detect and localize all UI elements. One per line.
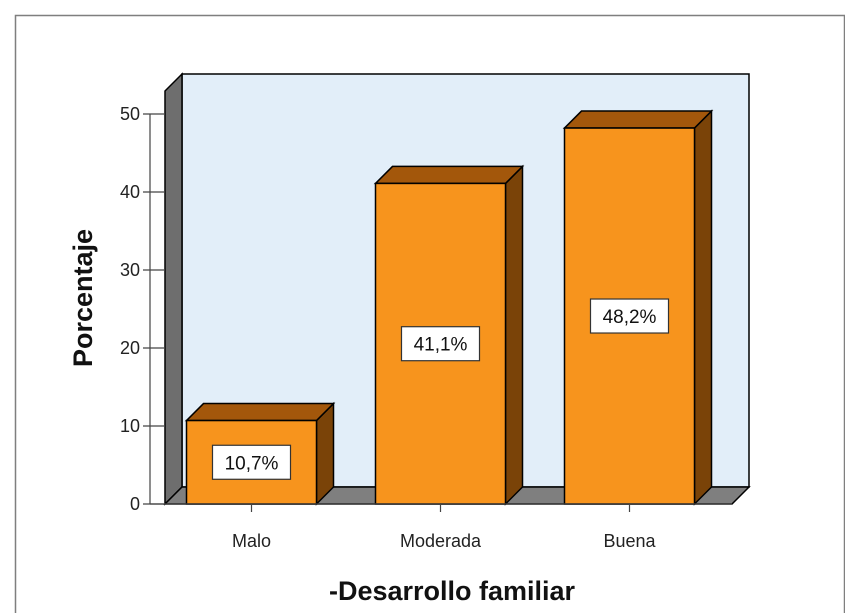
data-label: 10,7% (225, 453, 279, 474)
y-tick-label: 0 (130, 494, 140, 514)
data-label-box (589, 298, 670, 334)
x-tick-label: Malo (232, 531, 271, 551)
y-axis-title: Porcentaje (68, 229, 98, 367)
y-tick-label: 40 (120, 182, 140, 202)
y-tick-label: 20 (120, 338, 140, 358)
x-axis-title: -Desarrollo familiar (329, 576, 576, 606)
bar-moderada: 41,1% (373, 164, 525, 506)
data-label-box (211, 444, 292, 480)
data-label: 41,1% (414, 335, 468, 356)
bar-side (504, 164, 524, 506)
bar-top (562, 110, 714, 129)
plot-left-wall (164, 72, 183, 506)
data-label: 48,2% (603, 307, 657, 328)
bar-malo: 10,7% (184, 401, 336, 506)
y-tick-label: 30 (120, 260, 140, 280)
bar-top (373, 165, 525, 185)
bar-buena: 48,2% (562, 109, 714, 506)
bar-top (184, 402, 336, 422)
bar-front (185, 419, 318, 505)
y-tick-label: 50 (120, 104, 140, 124)
data-label-box (400, 326, 481, 362)
x-tick-label: Moderada (400, 531, 482, 551)
x-tick-label: Buena (603, 531, 656, 551)
bar-side (693, 109, 713, 506)
y-tick-label: 10 (120, 416, 140, 436)
